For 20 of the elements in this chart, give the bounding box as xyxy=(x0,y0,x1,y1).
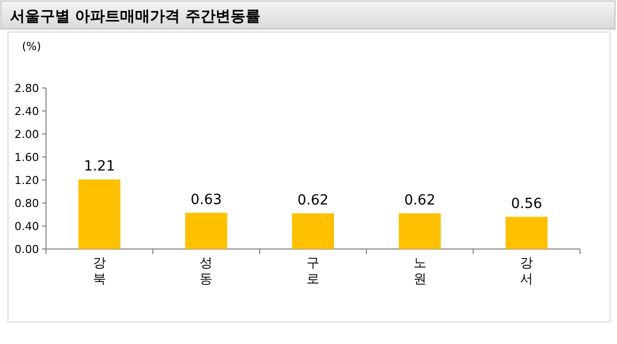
data-label: 0.56 xyxy=(511,196,542,212)
data-label: 1.21 xyxy=(84,158,115,174)
y-tick-label: 1.20 xyxy=(14,174,39,187)
y-tick-label: 0.80 xyxy=(14,197,39,210)
x-tick-label: 구로 xyxy=(306,256,320,287)
y-tick-label: 2.00 xyxy=(14,128,39,141)
data-label: 0.62 xyxy=(404,192,436,208)
x-tick-label: 강북 xyxy=(92,256,106,287)
data-label: 0.63 xyxy=(190,192,222,208)
data-label: 0.62 xyxy=(297,192,329,208)
x-tick-label: 성동 xyxy=(200,256,213,287)
y-tick-label: 2.80 xyxy=(14,82,39,95)
x-tick-label: 강서 xyxy=(520,256,534,287)
chart-title: 서울구별 아파트매매가격 주간변동률 xyxy=(10,7,260,25)
y-tick-label: 0.00 xyxy=(14,243,39,256)
y-tick-label: 2.40 xyxy=(14,105,39,118)
x-tick-label: 노원 xyxy=(413,256,426,287)
y-tick-label: 1.60 xyxy=(14,151,39,164)
y-axis-title: (%) xyxy=(22,40,42,53)
y-tick-label: 0.40 xyxy=(14,220,39,233)
